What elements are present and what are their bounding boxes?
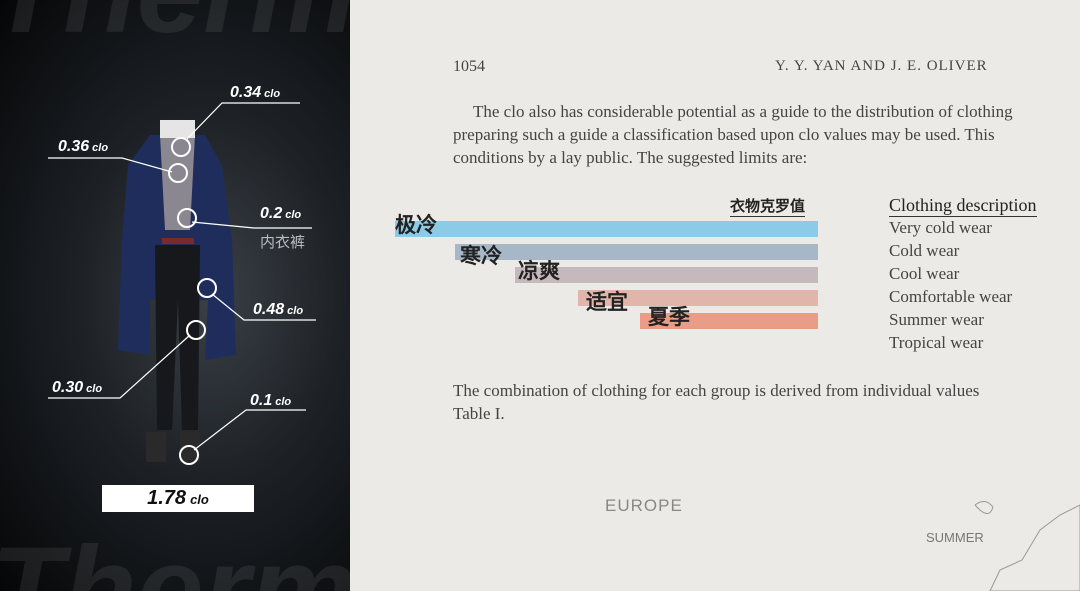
- running-head: Y. Y. YAN AND J. E. OLIVER: [775, 58, 988, 74]
- clo-unit: clo: [285, 209, 302, 221]
- clo-value: 0.36: [58, 138, 90, 155]
- paper-scan: 1054 Y. Y. YAN AND J. E. OLIVER The clo …: [350, 0, 1080, 591]
- watermark: Therm: [0, 0, 350, 60]
- category-label: 适宜: [586, 289, 628, 314]
- underwear-label: 内衣裤: [260, 233, 306, 251]
- leader-line: [211, 293, 316, 321]
- leader-line: [193, 409, 306, 451]
- point: [168, 163, 188, 183]
- point: [179, 445, 199, 465]
- map-label: EUROPE: [605, 496, 683, 515]
- clo-label: 0.30 clo: [52, 379, 102, 397]
- leader-line: [185, 102, 300, 141]
- clo-label: 0.1 clo: [250, 392, 291, 410]
- clo-value: 0.1: [250, 392, 273, 409]
- total-value: 1.78: [147, 487, 187, 509]
- point: [177, 208, 197, 228]
- text-line: The combination of clothing for each gro…: [453, 381, 980, 400]
- clo-label: 0.34 clo: [230, 84, 280, 102]
- category-label: 极冷: [395, 212, 437, 237]
- coastline: [989, 504, 1080, 591]
- collar: [160, 120, 195, 138]
- text-line: The clo also has considerable potential …: [473, 102, 1013, 121]
- point: [197, 278, 217, 298]
- clothing-description: Very cold wear: [889, 218, 992, 237]
- map-label: SUMMER: [926, 530, 984, 545]
- category-bar: [640, 313, 818, 329]
- map-outline: [974, 501, 1080, 591]
- clo-label: 0.36 clo: [58, 138, 108, 156]
- clo-unit: clo: [264, 88, 281, 100]
- total-unit: clo: [190, 492, 209, 507]
- text-line: preparing such a guide a classification …: [453, 125, 995, 144]
- category-bar: [515, 267, 818, 283]
- shoe: [146, 432, 166, 462]
- clo-label: 0.2 clo: [260, 205, 301, 223]
- total-box: 1.78 clo: [102, 485, 254, 512]
- leader-line: [48, 157, 173, 173]
- belt: [162, 238, 194, 244]
- outfit-figure: [48, 102, 316, 465]
- leader-line: [191, 221, 312, 229]
- clothing-description: Summer wear: [889, 310, 984, 329]
- leader-line: [48, 334, 191, 399]
- category-bar: [395, 221, 818, 237]
- island: [974, 501, 994, 514]
- point: [186, 320, 206, 340]
- clo-value: 0.48: [253, 301, 285, 318]
- trousers: [155, 245, 200, 430]
- clo-unit: clo: [86, 383, 103, 395]
- text-line: conditions by a lay public. The suggeste…: [453, 148, 808, 167]
- clo-unit: clo: [287, 305, 304, 317]
- clothing-description: Cool wear: [889, 264, 960, 283]
- clo-unit: clo: [92, 142, 109, 154]
- clothing-description: Comfortable wear: [889, 287, 1013, 306]
- leaders: [48, 102, 316, 451]
- clo-value: 0.34: [230, 84, 262, 101]
- point: [171, 137, 191, 157]
- category-bar: [578, 290, 818, 306]
- clothing-description: Cold wear: [889, 241, 960, 260]
- clothing-description: Tropical wear: [889, 333, 984, 352]
- category-label: 寒冷: [460, 243, 502, 268]
- clo-unit: clo: [275, 396, 292, 408]
- table-header: 衣物克罗值: [730, 197, 806, 217]
- table-header: Clothing description: [889, 195, 1037, 217]
- category-label: 夏季: [648, 304, 690, 329]
- category-label: 凉爽: [518, 258, 560, 283]
- markers: [168, 137, 217, 465]
- clo-label: 0.48 clo: [253, 301, 303, 319]
- clo-value: 0.30: [52, 379, 84, 396]
- page-number: 1054: [453, 58, 485, 75]
- category-bar: [455, 244, 818, 260]
- clo-value: 0.2: [260, 205, 283, 222]
- text-line: Table I.: [453, 404, 505, 423]
- watermark: Therm: [0, 522, 350, 591]
